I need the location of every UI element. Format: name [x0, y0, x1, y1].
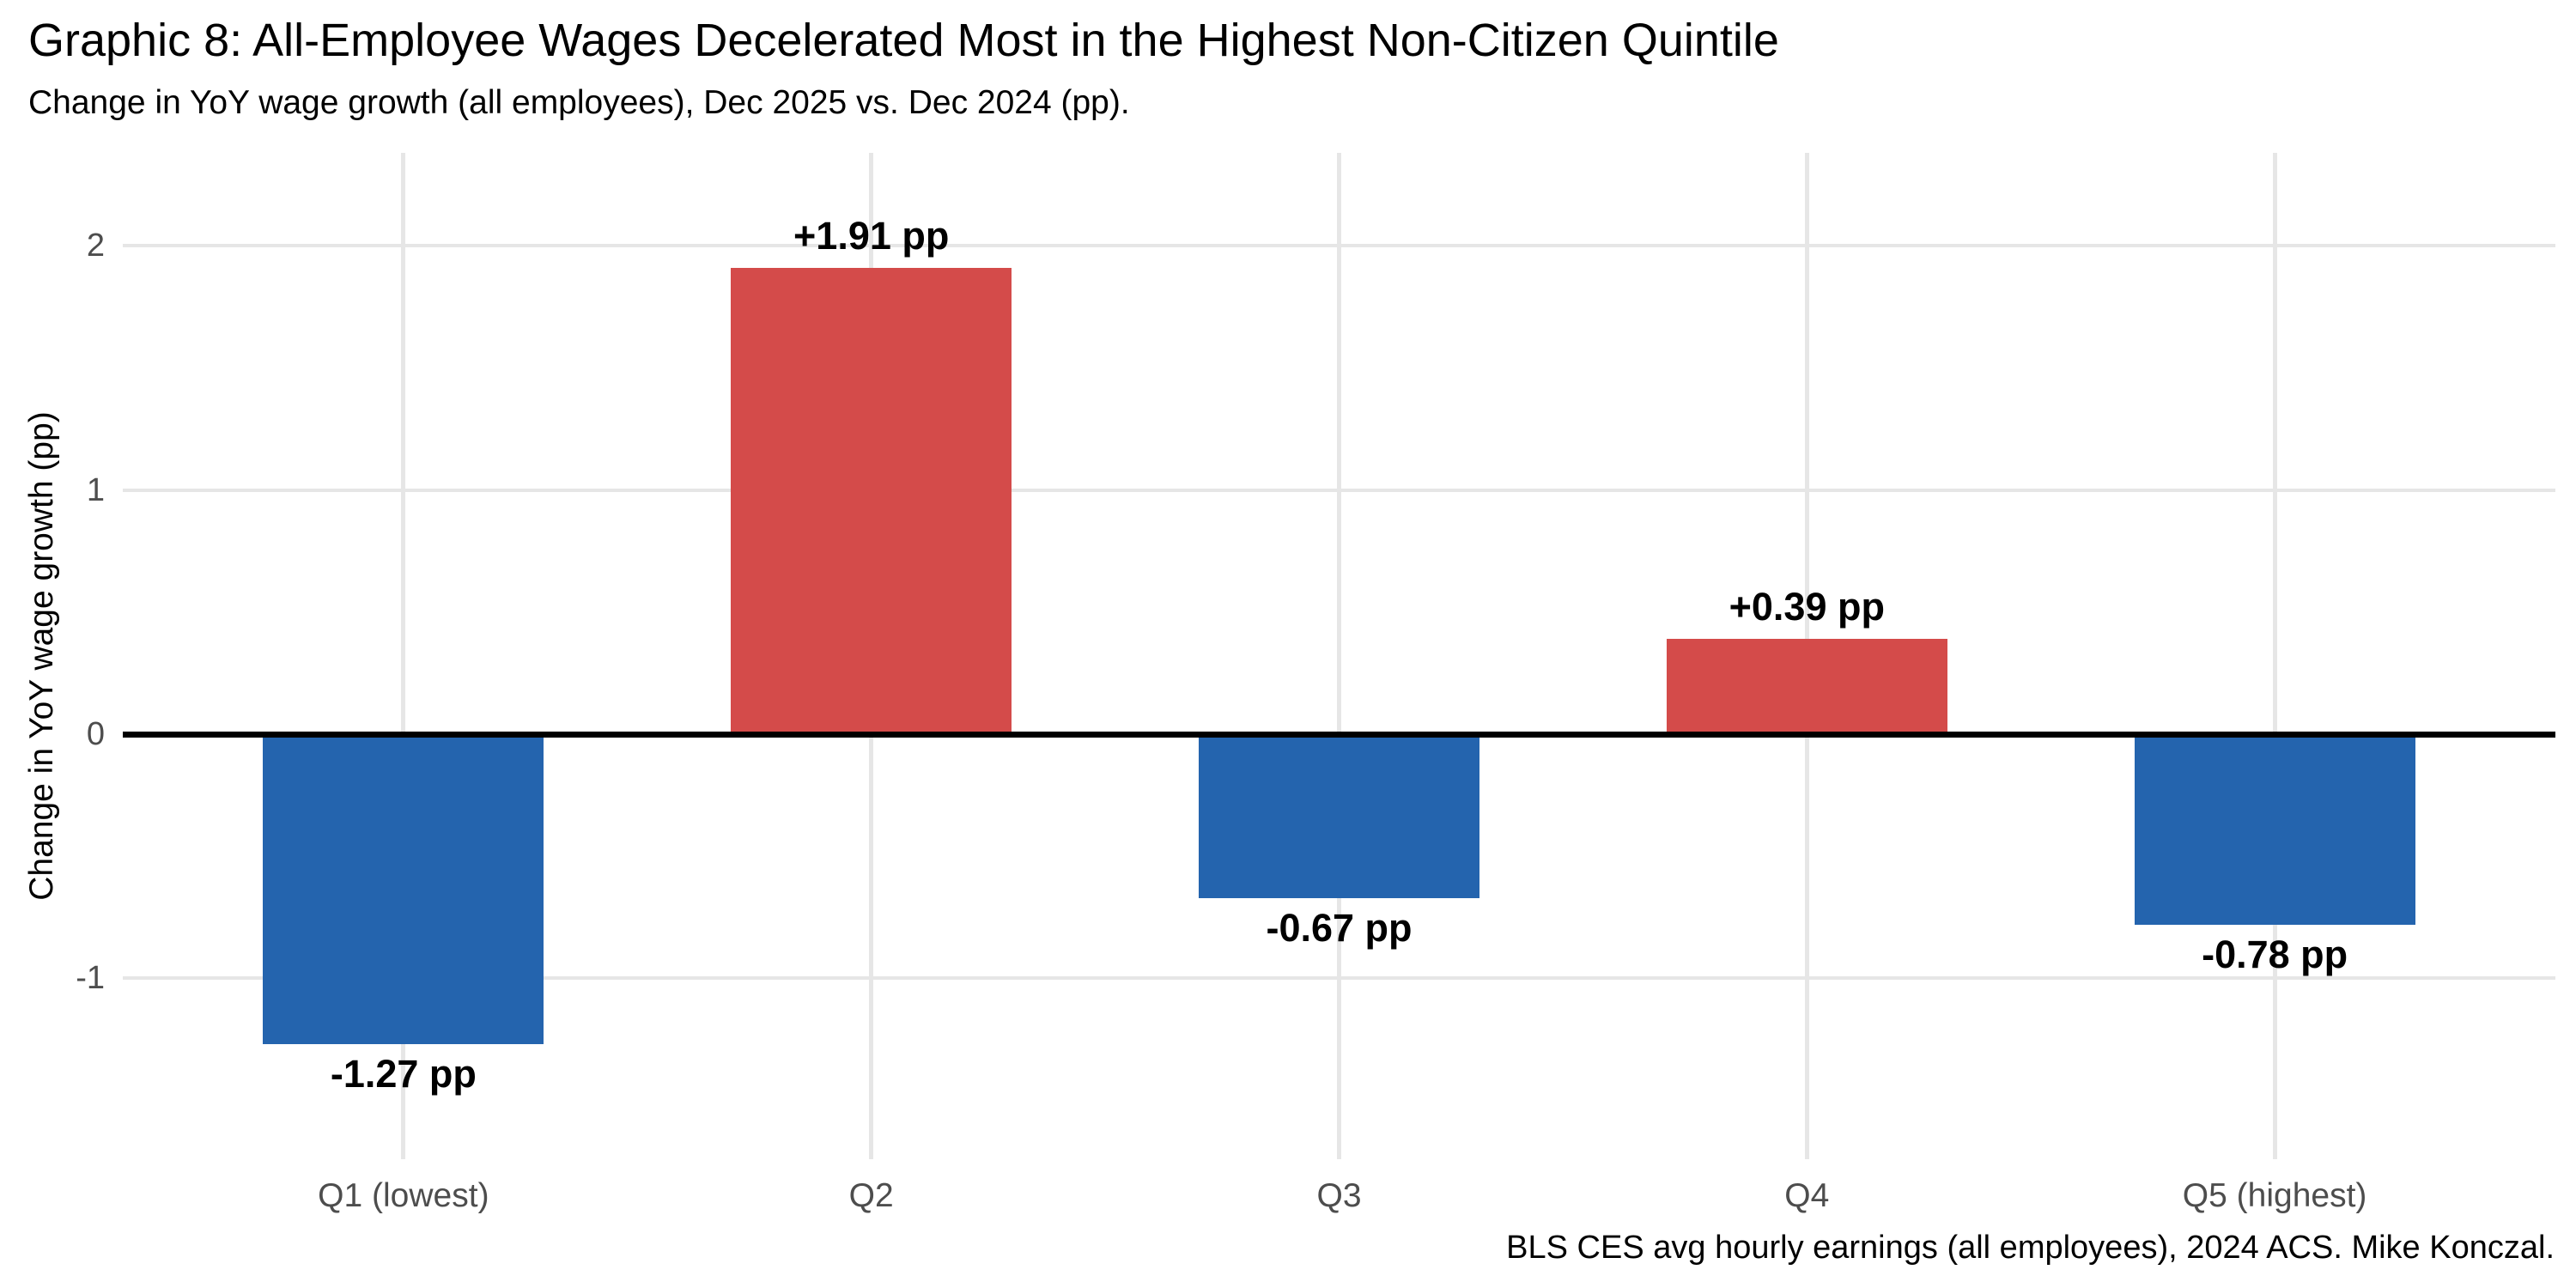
bar-Q3 [1199, 734, 1479, 898]
bar-Q4 [1666, 639, 1947, 735]
y-axis-tick-label: 0 [86, 716, 105, 753]
bar-Q5 (highest) [2134, 734, 2415, 925]
x-axis-tick-label: Q2 [848, 1177, 894, 1214]
x-axis-tick-label: Q5 (highest) [2182, 1177, 2367, 1214]
bar-value-label: +0.39 pp [1728, 585, 1885, 629]
bar-Q2 [731, 267, 1012, 735]
y-axis-tick-label: 1 [86, 471, 105, 508]
x-axis-tick-label: Q4 [1784, 1177, 1830, 1214]
chart-title: Graphic 8: All-Employee Wages Decelerate… [28, 15, 1779, 66]
bar-value-label: -1.27 pp [330, 1052, 477, 1097]
zero-axis-line [123, 731, 2555, 738]
bar-Q1 (lowest) [263, 734, 544, 1045]
y-axis-tick-label: 2 [86, 228, 105, 264]
vertical-gridline [2272, 153, 2277, 1159]
bar-value-label: -0.67 pp [1266, 905, 1413, 950]
vertical-gridline [1337, 153, 1341, 1159]
vertical-gridline [401, 153, 406, 1159]
y-axis-tick-label: -1 [76, 960, 105, 997]
chart-subtitle: Change in YoY wage growth (all employees… [28, 84, 1130, 121]
x-axis-tick-label: Q1 (lowest) [318, 1177, 489, 1214]
bar-value-label: +1.91 pp [793, 213, 950, 258]
source-caption: BLS CES avg hourly earnings (all employe… [1506, 1230, 2555, 1266]
bar-value-label: -0.78 pp [2202, 932, 2348, 976]
x-axis-tick-label: Q3 [1316, 1177, 1362, 1214]
